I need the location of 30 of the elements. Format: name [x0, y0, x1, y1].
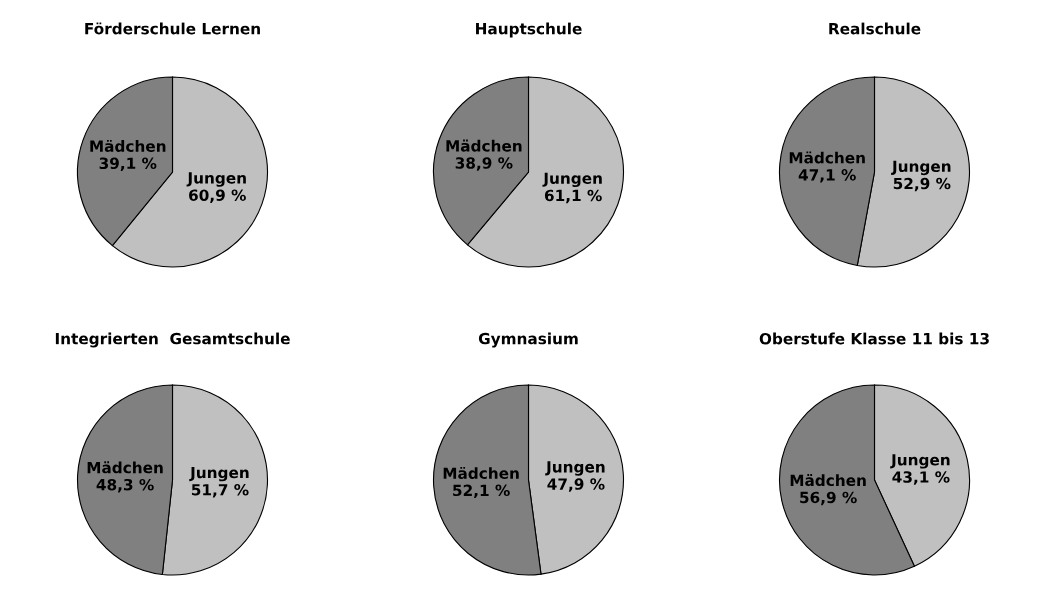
chart-title: Oberstufe Klasse 11 bis 13	[759, 332, 989, 345]
slice-label: Mädchen	[443, 466, 519, 480]
chart-title: Hauptschule	[476, 22, 582, 38]
slice-label: Mädchen	[789, 151, 865, 164]
chart-title: Realschule	[829, 22, 921, 35]
data-label: 43,1 %	[892, 471, 950, 485]
slice-label: Jungen	[542, 172, 602, 188]
data-label: 47,1 %	[798, 169, 856, 183]
slice-label: Mädchen	[790, 474, 866, 487]
data-label: 60,9 %	[189, 189, 246, 203]
chart-title: Förderschule Lernen	[85, 22, 260, 35]
data-label: 51,7 %	[191, 483, 249, 498]
data-label: 56,9 %	[800, 491, 857, 506]
slice-label: Jungen	[545, 461, 605, 476]
slice-label: Mädchen	[87, 461, 163, 474]
data-label: 48,3 %	[96, 478, 154, 493]
slice-label: Jungen	[890, 454, 950, 469]
data-label: 39,1 %	[99, 157, 157, 171]
chart-title: Gymnasium	[478, 332, 578, 348]
data-label: 52,9 %	[893, 177, 951, 192]
slice-label: Jungen	[189, 466, 249, 482]
data-label: 38,9 %	[455, 157, 513, 171]
slice-label: Jungen	[891, 160, 951, 176]
chart-title: Integrierten Gesamtschule	[55, 332, 290, 348]
data-label: 61,1 %	[544, 189, 602, 204]
data-label: 47,9 %	[547, 478, 605, 492]
data-label: 52,1 %	[453, 484, 510, 499]
slice-label: Mädchen	[446, 139, 522, 152]
slice-label: Jungen	[186, 172, 246, 187]
slice-label: Mädchen	[90, 139, 166, 152]
